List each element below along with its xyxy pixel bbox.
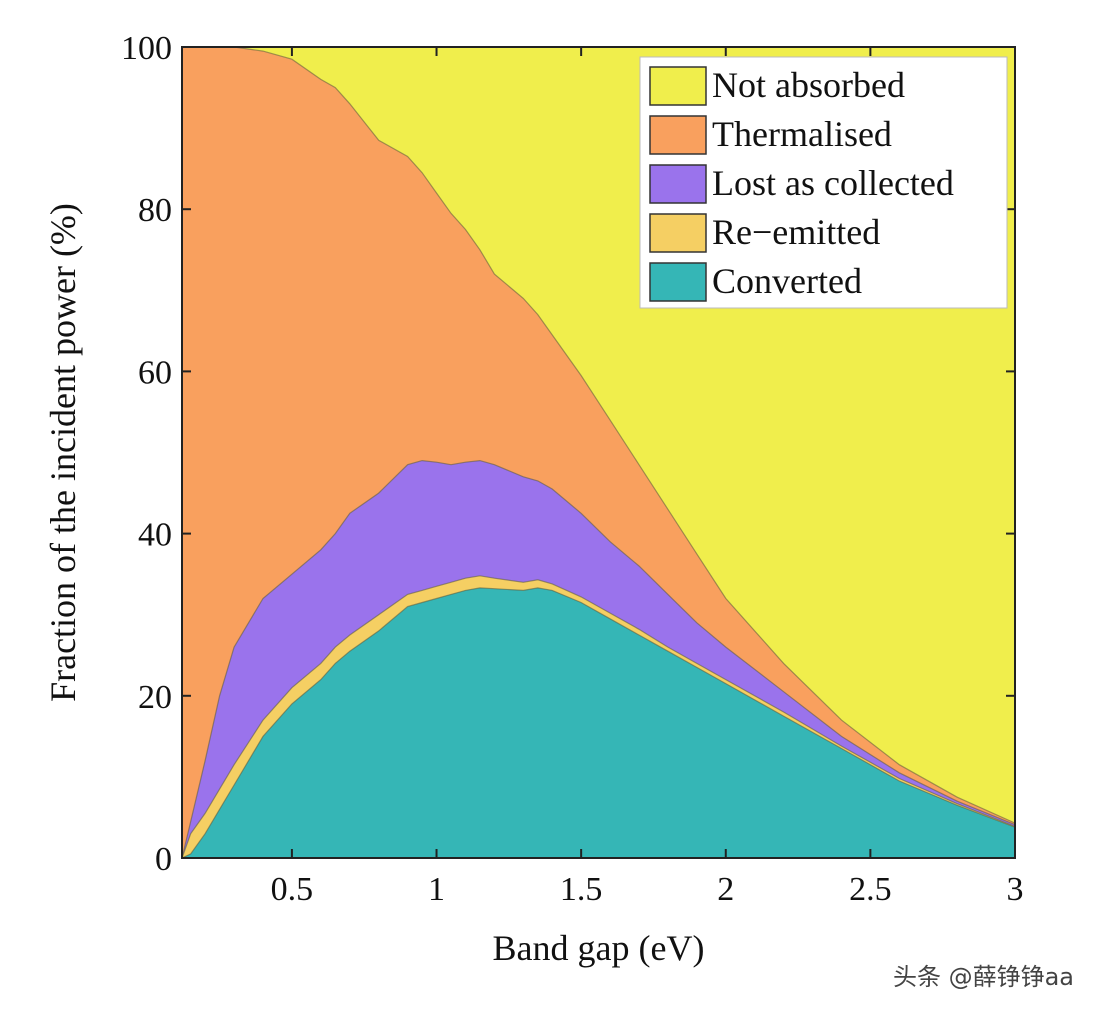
y-tick-label: 0 — [155, 841, 172, 878]
x-tick-label: 1.5 — [560, 871, 603, 908]
legend-swatch — [649, 115, 707, 155]
legend-label: Not absorbed — [712, 65, 905, 105]
x-tick-label: 2.5 — [849, 871, 892, 908]
legend-label: Lost as collected — [712, 163, 954, 203]
y-tick-label: 60 — [138, 354, 172, 391]
y-tick-label: 20 — [138, 679, 172, 716]
x-tick-label: 2 — [717, 871, 734, 908]
axis-ticks: 0.5 1 1.5 2 2.5 3 0 20 40 60 80 100 — [121, 30, 1024, 908]
y-tick-label: 40 — [138, 517, 172, 554]
legend-swatch — [649, 66, 707, 106]
legend-label: Re−emitted — [712, 212, 880, 252]
x-tick-label: 3 — [1007, 871, 1024, 908]
x-tick-label: 1 — [428, 871, 445, 908]
y-tick-label: 80 — [138, 192, 172, 229]
plot-frame — [181, 46, 1016, 859]
watermark-text: 头条 @薛铮铮aa — [892, 963, 1074, 991]
legend-label: Converted — [712, 261, 862, 301]
legend-swatch — [649, 164, 707, 204]
legend: Not absorbed Thermalised Lost as collected… — [639, 56, 1008, 309]
area-converted — [181, 587, 1016, 859]
y-axis-label: Fraction of the incident power (%) — [43, 203, 83, 702]
x-tick-label: 0.5 — [271, 871, 314, 908]
legend-swatch — [649, 213, 707, 253]
legend-label: Thermalised — [712, 114, 892, 154]
x-axis-label: Band gap (eV) — [493, 928, 705, 968]
legend-swatch — [649, 262, 707, 302]
y-tick-label: 100 — [121, 30, 172, 67]
